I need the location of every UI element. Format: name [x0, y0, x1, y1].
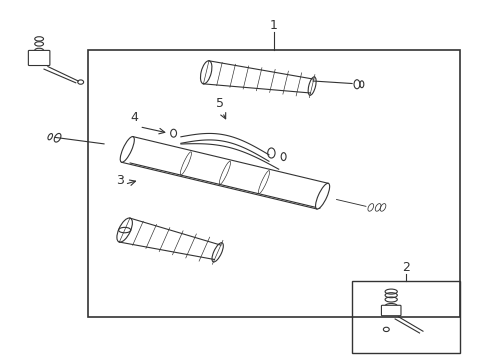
Bar — [88, 50, 459, 317]
FancyBboxPatch shape — [381, 305, 400, 316]
Ellipse shape — [120, 136, 134, 162]
FancyBboxPatch shape — [28, 50, 50, 66]
FancyArrowPatch shape — [130, 163, 319, 208]
Text: 2: 2 — [401, 261, 409, 274]
Text: 1: 1 — [269, 19, 277, 32]
Text: 5: 5 — [216, 97, 224, 110]
Ellipse shape — [315, 183, 329, 209]
Text: 4: 4 — [130, 111, 138, 124]
Bar — [351, 281, 459, 353]
Text: 3: 3 — [116, 174, 123, 187]
